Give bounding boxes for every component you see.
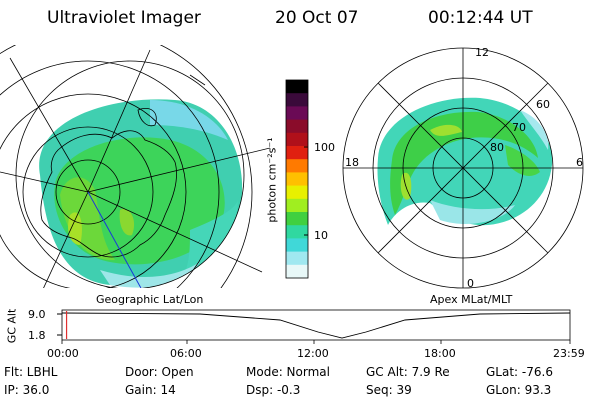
mlat-label-70: 70 [512,121,526,134]
timeline-frame [61,309,571,341]
right-map [342,47,584,289]
info-dsp: Dsp: -0.3 [246,383,301,397]
colorbar-frame [285,79,309,279]
gc-alt-curve [61,312,571,339]
mlt-label-18: 18 [345,156,359,169]
left-map-label: Geographic Lat/Lon [96,293,204,306]
info-ip: IP: 36.0 [4,383,50,397]
mlt-label-0: 0 [467,277,474,290]
colorbar-tick-100: 100 [314,141,335,154]
right-map-label: Apex MLat/MLT [430,293,513,306]
timeline-xtick-1200: 12:00 [297,347,329,360]
mlat-label-60: 60 [536,98,550,111]
info-gain: Gain: 14 [125,383,176,397]
info-glat: GLat: -76.6 [486,365,553,379]
colorbar-segment [286,251,308,266]
left-aurora-image [39,99,243,288]
mlt-label-6: 6 [576,156,583,169]
colorbar-segment [286,159,308,173]
colorbar [286,80,308,279]
colorbar-tick-10: 10 [314,229,328,242]
colorbar-segment [286,146,308,160]
left-map [0,45,270,288]
timeline-xtick-1800: 18:00 [424,347,456,360]
timeline-ytick-high: 9.0 [28,308,46,321]
colorbar-segment [286,172,308,187]
info-mode: Mode: Normal [246,365,330,379]
colorbar-segment [286,264,308,279]
timeline-ytick-low: 1.8 [28,329,46,342]
timeline-xtick-0000: 00:00 [47,347,79,360]
colorbar-segment [286,212,308,226]
timeline-axis-label: GC Alt [5,308,19,344]
info-filter: Flt: LBHL [4,365,58,379]
info-seq: Seq: 39 [366,383,412,397]
info-gc-alt: GC Alt: 7.9 Re [366,365,450,379]
colorbar-segment [286,185,308,200]
app-title: Ultraviolet Imager [47,8,201,28]
header-date: 20 Oct 07 [275,8,359,28]
info-door: Door: Open [125,365,194,379]
timeline-xtick-2359: 23:59 [553,347,585,360]
timeline-panel [57,309,571,344]
colorbar-segment [286,132,308,147]
header-time: 00:12:44 UT [428,8,533,28]
colorbar-segment [286,225,308,239]
mlt-label-12: 12 [475,46,489,59]
colorbar-segment [286,80,308,94]
colorbar-segment [286,93,308,107]
colorbar-segment [286,238,308,253]
colorbar-unit-label: photon cm⁻²s⁻¹ [265,137,279,223]
colorbar-segment [286,119,308,134]
timeline-xtick-0600: 06:00 [170,347,202,360]
mlat-label-80: 80 [490,141,504,154]
colorbar-segment [286,106,308,121]
info-glon: GLon: 93.3 [486,383,552,397]
colorbar-segment [286,198,308,213]
left-map-border [15,60,245,288]
